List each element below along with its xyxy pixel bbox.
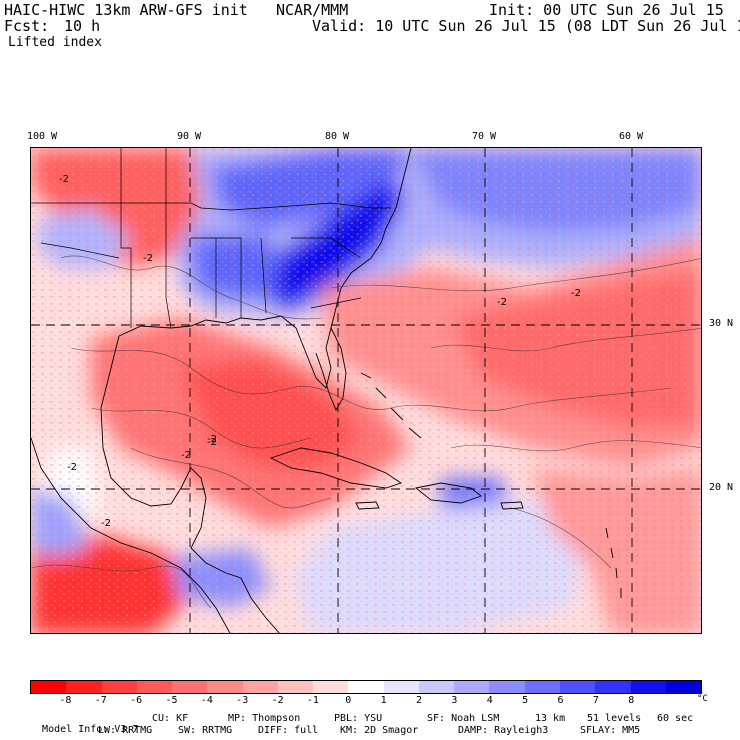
legend-tick-label: 7	[592, 695, 599, 706]
contour-label: -2	[101, 518, 111, 529]
legend-tick-label: 1	[380, 695, 387, 706]
contour-label: -2	[207, 434, 217, 445]
legend-swatch	[136, 681, 173, 693]
legend-swatch	[524, 681, 560, 693]
legend-tick-label: -1	[306, 695, 319, 706]
contour-lines	[31, 255, 701, 609]
contour-label: -2	[497, 297, 507, 308]
legend-swatch	[31, 681, 67, 693]
legend-tick-label: 0	[345, 695, 352, 706]
legend-swatch	[66, 681, 102, 693]
contour-label: -2	[571, 288, 581, 299]
legend-tick-label: -2	[271, 695, 284, 706]
contour-label: -2	[59, 174, 69, 185]
contour-label: -2	[67, 462, 77, 473]
diffusion-option: DIFF: full	[258, 725, 319, 736]
legend-tick-label: -6	[130, 695, 143, 706]
legend-swatch	[383, 681, 419, 693]
legend-swatch	[489, 681, 525, 693]
legend-swatch	[454, 681, 490, 693]
legend-unit: °C	[697, 694, 708, 704]
legend-tick-label: 6	[557, 695, 564, 706]
lat-label-20n: 20 N	[709, 482, 734, 493]
model-info-line-1: Model Info: V3.7	[30, 713, 138, 735]
color-legend	[30, 680, 702, 694]
legend-tick-label: 8	[628, 695, 635, 706]
lon-label-100w: 100 W	[26, 131, 58, 142]
lat-label-30n: 30 N	[709, 318, 734, 329]
legend-swatch	[242, 681, 278, 693]
contour-label: -2	[143, 253, 153, 264]
vertical-levels: 51 levels	[587, 713, 642, 724]
legend-swatch	[665, 681, 702, 693]
cumulus-scheme: CU: KF	[152, 713, 189, 724]
grid-spacing: 13 km	[535, 713, 566, 724]
shortwave-scheme: SW: RRTMG	[178, 725, 233, 736]
legend-swatch	[172, 681, 208, 693]
texture-overlay	[31, 148, 701, 633]
legend-tick-label: -8	[59, 695, 72, 706]
forecast-label: Fcst:	[4, 17, 50, 35]
state-borders	[31, 148, 391, 329]
lon-label-90w: 90 W	[176, 131, 202, 142]
contour-labels: -2 -2 -2 -2 -2 -2 -2 -2 -2	[59, 174, 581, 529]
legend-swatch	[207, 681, 243, 693]
microphysics-scheme: MP: Thompson	[228, 713, 301, 724]
surface-scheme: SF: Noah LSM	[427, 713, 500, 724]
legend-swatch	[418, 681, 455, 693]
forecast-hour: 10 h	[64, 17, 101, 35]
field-name: Lifted index	[8, 35, 102, 50]
legend-tick-label: -5	[165, 695, 178, 706]
legend-tick-label: -4	[200, 695, 213, 706]
model-version: Model Info: V3.7	[42, 724, 139, 735]
longwave-scheme: LW: RRTMG	[98, 725, 153, 736]
legend-swatch	[101, 681, 137, 693]
legend-tick-label: 2	[416, 695, 423, 706]
surface-layer-option: SFLAY: MM5	[580, 725, 641, 736]
lon-label-80w: 80 W	[324, 131, 350, 142]
map-canvas: -2 -2 -2 -2 -2 -2 -2 -2 -2	[31, 148, 701, 633]
legend-swatch	[313, 681, 349, 693]
contour-label: -2	[207, 437, 217, 448]
legend-swatch	[559, 681, 596, 693]
coastlines	[31, 148, 622, 633]
lat-lon-grid	[31, 148, 701, 633]
legend-swatch	[277, 681, 314, 693]
legend-swatch	[595, 681, 631, 693]
lon-label-60w: 60 W	[618, 131, 644, 142]
damping-option: DAMP: Rayleigh3	[458, 725, 549, 736]
valid-time: Valid: 10 UTC Sun 26 Jul 15 (08 LDT Sun …	[312, 17, 740, 35]
legend-tick-label: -3	[236, 695, 249, 706]
legend-swatch	[348, 681, 384, 693]
lon-label-70w: 70 W	[471, 131, 497, 142]
legend-tick-label: -7	[94, 695, 107, 706]
legend-tick-label: 5	[522, 695, 529, 706]
time-step: 60 sec	[657, 713, 694, 724]
institution-label: NCAR/MMM	[276, 1, 349, 19]
init-time: Init: 00 UTC Sun 26 Jul 15	[489, 1, 724, 19]
legend-tick-label: 3	[451, 695, 458, 706]
legend-tick-label: 4	[486, 695, 493, 706]
legend-swatch	[630, 681, 666, 693]
lifted-index-map: -2 -2 -2 -2 -2 -2 -2 -2 -2	[30, 147, 702, 634]
contour-label: -2	[181, 450, 191, 461]
pbl-scheme: PBL: YSU	[334, 713, 383, 724]
model-title: HAIC-HIWC 13km ARW-GFS init	[4, 1, 248, 19]
km-option: KM: 2D Smagor	[340, 725, 419, 736]
